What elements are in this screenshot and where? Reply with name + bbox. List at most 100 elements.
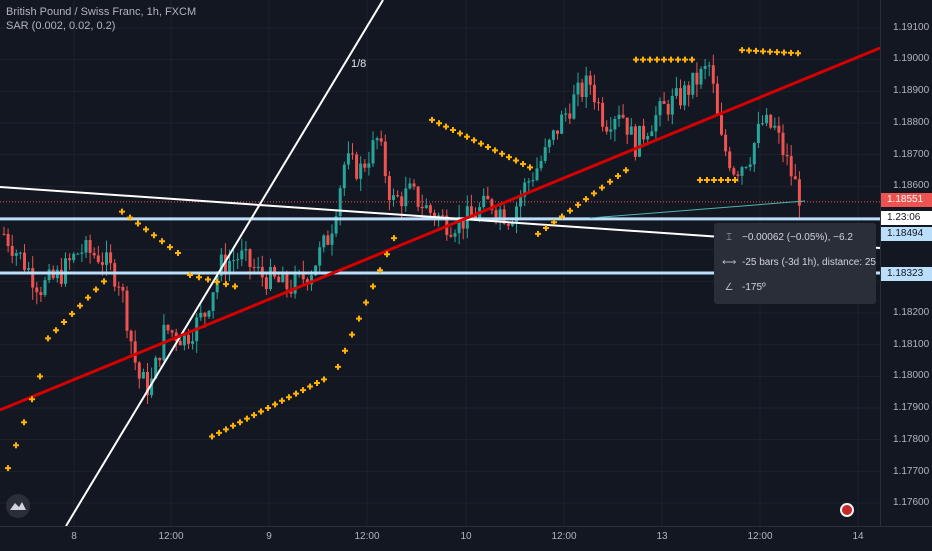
candle-body [543,147,547,161]
candle-body [264,277,268,290]
sar-dot [101,278,107,285]
sar-dot [377,267,383,274]
sar-dot [760,48,766,55]
candle-body [64,258,67,284]
candle-body [474,215,477,219]
candle-body [638,125,641,157]
sar-dot [384,251,390,258]
chart-legend: British Pound / Swiss Franc, 1h, FXCM SA… [6,5,196,33]
candle-body [597,102,600,104]
candle-body [683,85,687,106]
level-tag-2: 1.18323 [881,267,932,281]
candle-body [765,114,769,124]
sar-dot [575,201,581,208]
symbol-title[interactable]: British Pound / Swiss Franc, 1h, FXCM [6,6,197,18]
candle-body [166,324,170,331]
sar-dot [258,408,264,415]
sar-dot [230,422,236,429]
candle-body [527,181,531,183]
indicator-title[interactable]: SAR (0.002, 0.02, 0.2) [6,20,116,32]
price-chart[interactable] [0,0,880,526]
sar-dot [370,283,376,290]
candle-body [10,245,14,256]
sar-dot [711,177,717,183]
sar-dot [543,225,549,232]
sar-dot [559,213,565,220]
candle-body [334,216,338,234]
time-label: 14 [852,531,864,542]
candle-body [469,206,473,216]
sar-dot [45,335,51,342]
candle-body [654,115,658,132]
candle-body [756,123,760,144]
price-axis[interactable] [880,0,932,526]
candle-body [285,272,289,290]
sar-dot [675,56,681,63]
candle-body [92,252,96,256]
bars-range-icon: ⟷ [722,257,737,268]
candle-body [404,188,408,207]
sar-dot [640,56,646,63]
candle-body [588,75,592,85]
candle-body [515,206,518,223]
uk-flag-icon[interactable] [840,503,854,517]
candle-body [535,168,539,181]
candle-body [584,75,588,98]
sar-dot [520,160,526,167]
candle-body [301,272,305,280]
candle-body [211,292,215,311]
tradingview-logo-icon[interactable] [6,494,30,518]
angle-icon: ∠ [724,282,734,293]
candle-body [400,196,404,207]
candle-body [691,72,695,95]
candle-body [191,341,195,344]
candle-body [330,233,334,245]
trend-line-red [0,46,880,412]
time-label: 10 [460,531,472,542]
candle-body [703,66,707,69]
sar-dot [499,150,505,157]
sar-dot [725,177,731,183]
sar-dot [119,208,125,215]
sar-dot [443,123,449,130]
candle-body [453,233,457,237]
candle-body [617,114,621,119]
candle-body [728,151,732,169]
candle-body [662,101,666,104]
sar-dot [654,56,660,63]
candle-body [392,195,395,200]
candle-body [461,217,465,229]
sar-dot [237,419,243,426]
candle-body [609,129,613,132]
sar-dot [391,235,397,242]
price-label: 1.17800 [893,434,930,445]
candle-body [576,82,580,95]
sar-dot [5,465,11,472]
candle-body [277,276,281,283]
sar-dot [457,130,463,137]
sar-dot [279,397,285,404]
sar-dot [718,177,724,183]
price-label: 1.17700 [893,466,930,477]
candle-body [100,262,104,265]
sar-dot [450,127,456,134]
candle-body [39,292,43,295]
time-axis[interactable] [0,526,932,551]
sar-dot [551,219,557,226]
candle-body [547,139,551,148]
sar-dot [85,294,91,301]
sar-dot [272,401,278,408]
price-label: 1.18000 [893,370,930,381]
candle-body [449,234,453,237]
candle-body [642,125,646,140]
candle-body [338,188,342,217]
price-label: 1.17900 [893,402,930,413]
candle-body [781,132,785,155]
sar-dot [753,47,759,54]
candle-body [674,88,678,96]
time-label: 12:00 [354,531,380,542]
countdown-tag: 1.23:06 [881,211,932,225]
candle-body [666,103,670,115]
countdown-time: 23:06 [895,212,921,223]
candle-body [658,101,662,116]
